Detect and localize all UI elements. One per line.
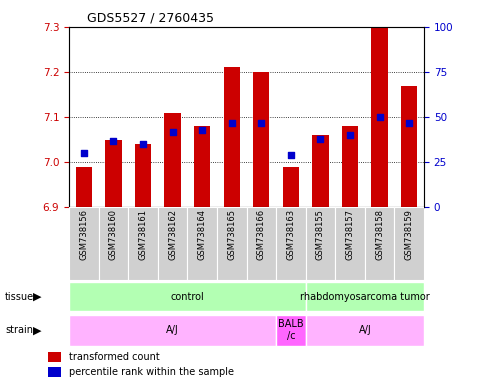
Text: A/J: A/J <box>358 325 371 335</box>
Bar <box>76 167 92 207</box>
Bar <box>253 72 269 207</box>
Text: strain: strain <box>5 325 33 335</box>
Bar <box>394 207 424 280</box>
Text: ▶: ▶ <box>33 291 41 302</box>
Bar <box>48 367 61 377</box>
Bar <box>306 282 424 311</box>
Text: GSM738158: GSM738158 <box>375 209 384 260</box>
Point <box>405 119 413 126</box>
Text: control: control <box>171 291 204 302</box>
Text: ▶: ▶ <box>33 325 41 335</box>
Text: transformed count: transformed count <box>69 352 159 362</box>
Text: GSM738166: GSM738166 <box>257 209 266 260</box>
Point <box>376 114 384 120</box>
Text: rhabdomyosarcoma tumor: rhabdomyosarcoma tumor <box>300 291 430 302</box>
Bar <box>128 207 158 280</box>
Bar <box>69 282 306 311</box>
Point <box>139 141 147 147</box>
Text: percentile rank within the sample: percentile rank within the sample <box>69 367 234 377</box>
Point <box>346 132 354 138</box>
Bar <box>276 207 306 280</box>
Bar <box>276 315 306 346</box>
Bar <box>365 207 394 280</box>
Bar <box>187 207 217 280</box>
Text: GSM738164: GSM738164 <box>198 209 207 260</box>
Bar <box>401 86 417 207</box>
Bar <box>306 315 424 346</box>
Bar <box>224 68 240 207</box>
Text: GDS5527 / 2760435: GDS5527 / 2760435 <box>87 11 214 24</box>
Bar <box>372 27 387 207</box>
Bar <box>283 167 299 207</box>
Text: A/J: A/J <box>166 325 179 335</box>
Bar <box>342 126 358 207</box>
Text: tissue: tissue <box>5 291 34 302</box>
Text: GSM738165: GSM738165 <box>227 209 236 260</box>
Text: GSM738162: GSM738162 <box>168 209 177 260</box>
Bar <box>313 135 329 207</box>
Text: GSM738156: GSM738156 <box>79 209 88 260</box>
Bar <box>306 207 335 280</box>
Text: BALB
/c: BALB /c <box>278 319 304 341</box>
Text: GSM738163: GSM738163 <box>286 209 295 260</box>
Text: GSM738160: GSM738160 <box>109 209 118 260</box>
Bar <box>246 207 276 280</box>
Bar <box>335 207 365 280</box>
Bar <box>135 144 151 207</box>
Bar <box>217 207 246 280</box>
Bar <box>158 207 187 280</box>
Bar <box>99 207 128 280</box>
Point <box>80 150 88 156</box>
Point <box>198 127 206 133</box>
Text: GSM738161: GSM738161 <box>139 209 147 260</box>
Bar <box>69 315 276 346</box>
Text: GSM738159: GSM738159 <box>405 209 414 260</box>
Point <box>228 119 236 126</box>
Point <box>169 129 176 135</box>
Text: GSM738155: GSM738155 <box>316 209 325 260</box>
Point <box>317 136 324 142</box>
Bar <box>165 113 181 207</box>
Point <box>109 137 117 144</box>
Bar <box>106 140 122 207</box>
Text: GSM738157: GSM738157 <box>346 209 354 260</box>
Bar <box>194 126 211 207</box>
Point <box>287 152 295 158</box>
Bar <box>69 207 99 280</box>
Point <box>257 119 265 126</box>
Bar <box>48 353 61 362</box>
